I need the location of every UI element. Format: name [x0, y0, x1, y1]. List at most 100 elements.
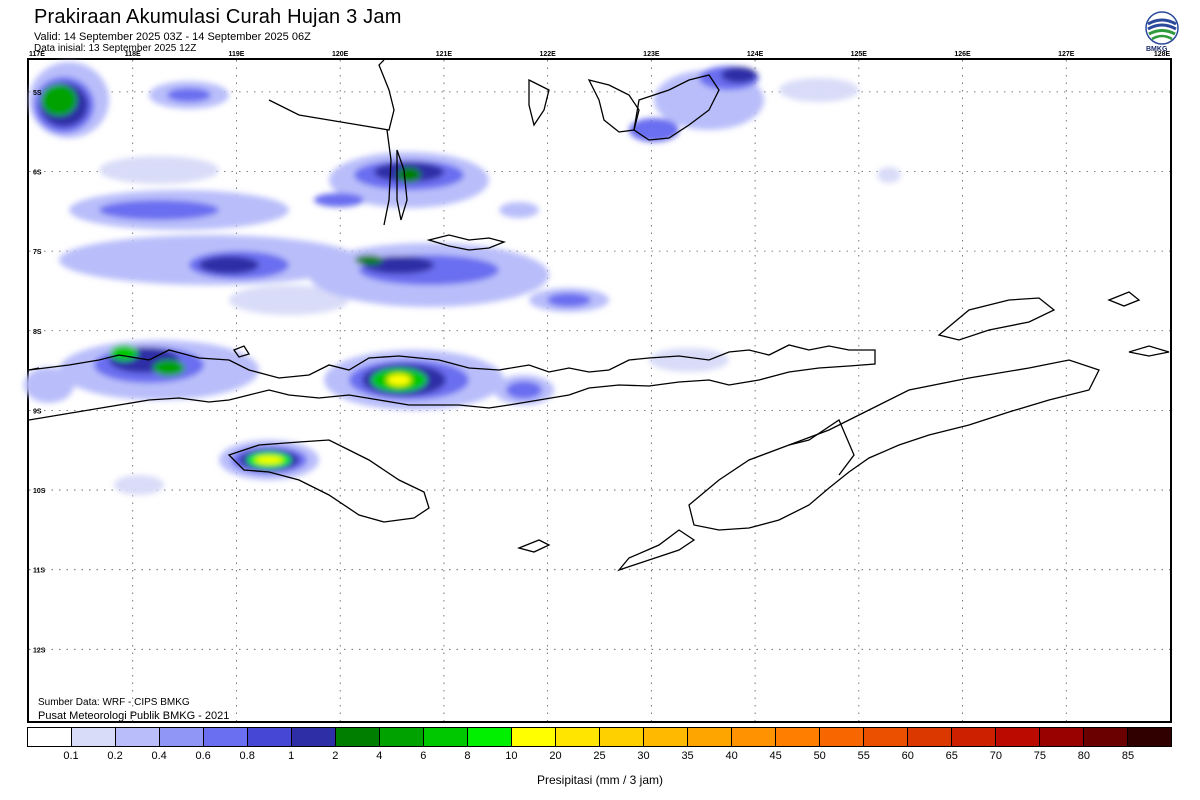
lon-label: 124E: [747, 51, 764, 58]
legend-swatch: [468, 728, 512, 746]
lon-label: 127E: [1058, 51, 1075, 58]
rain-area: [877, 167, 901, 183]
legend-tick-label: 0.8: [239, 750, 255, 762]
legend-swatch: [644, 728, 688, 746]
lon-label: 125E: [851, 51, 868, 58]
legend-swatch: [864, 728, 908, 746]
lat-label: 8S: [33, 329, 42, 336]
lon-label: 128E: [1154, 51, 1171, 58]
coastline-selayar: [396, 149, 408, 221]
legend-tick-label: 1: [288, 750, 295, 762]
lon-label: 121E: [436, 51, 453, 58]
coastline-lombok-sumbawa: [28, 344, 876, 421]
lon-label: 123E: [643, 51, 660, 58]
legend-swatch: [204, 728, 248, 746]
legend-swatch: [160, 728, 204, 746]
lat-label: 12S: [33, 647, 46, 654]
legend-tick-label: 55: [857, 750, 870, 762]
rain-area: [779, 78, 859, 102]
coastline-wetar: [937, 297, 1056, 341]
legend-tick-label: 30: [637, 750, 650, 762]
lon-label: 120E: [332, 51, 349, 58]
lon-label: 122E: [539, 51, 556, 58]
legend-swatch: [1084, 728, 1128, 746]
rain-area: [629, 118, 679, 142]
data-source: Sumber Data: WRF - CIPS BMKG: [38, 697, 190, 708]
logo-text: BMKG: [1146, 46, 1168, 53]
rain-area: [99, 200, 219, 220]
legend-tick-label: 8: [464, 750, 471, 762]
legend-swatch: [908, 728, 952, 746]
lat-label: 5S: [33, 90, 42, 97]
legend-tick-label: 25: [593, 750, 606, 762]
precipitation-map: 117E 118E 119E 120E 121E 122E 123E 124E 125E 126E…: [24, 51, 1170, 721]
coastline-timor: [688, 359, 1100, 531]
legend-tick-label: 0.2: [107, 750, 123, 762]
rain-area: [99, 156, 219, 184]
bmkg-logo-icon: [1145, 11, 1179, 45]
legend-tick-label: 50: [813, 750, 826, 762]
rain-area: [355, 255, 383, 265]
legend-tick-label: 0.6: [195, 750, 211, 762]
legend-swatch: [1040, 728, 1084, 746]
coastline-sumba: [227, 439, 430, 523]
rain-area: [721, 67, 757, 83]
legend-tick-label: 2: [332, 750, 339, 762]
coastline-bali: [28, 367, 40, 371]
legend-swatch: [380, 728, 424, 746]
legend-tick-label: 0.4: [151, 750, 167, 762]
coastline-flores-north: [426, 234, 507, 251]
legend-tick-label: 70: [989, 750, 1002, 762]
rain-area: [229, 285, 349, 315]
legend-swatch: [600, 728, 644, 746]
legend-swatch: [248, 728, 292, 746]
legend-tick-label: 0.1: [63, 750, 79, 762]
lon-label: 119E: [228, 51, 244, 58]
legend-swatch: [688, 728, 732, 746]
rain-area: [499, 202, 539, 218]
rain-area: [649, 348, 729, 372]
legend-swatch: [72, 728, 116, 746]
color-legend: [27, 727, 1172, 747]
legend-tick-label: 10: [505, 750, 518, 762]
rain-area: [199, 256, 259, 274]
rain-area: [255, 456, 283, 464]
rain-area: [387, 374, 411, 386]
legend-swatch: [116, 728, 160, 746]
legend-swatch: [732, 728, 776, 746]
legend-swatch: [424, 728, 468, 746]
credit: Pusat Meteorologi Publik BMKG - 2021: [38, 710, 230, 722]
legend-tick-label: 60: [901, 750, 914, 762]
rain-area: [314, 193, 364, 207]
rain-area: [167, 88, 211, 102]
coastline-island-east: [1107, 291, 1141, 307]
lon-label: 118E: [125, 51, 141, 58]
coastline-islands-ne2: [633, 74, 720, 141]
legend-tick-label: 45: [769, 750, 782, 762]
coastline-buton: [528, 78, 550, 127]
lon-label: 117E: [29, 51, 45, 58]
coastline-savu: [516, 539, 551, 553]
coastline-sumba-small: [232, 345, 251, 358]
legend-swatch: [512, 728, 556, 746]
legend-tick-label: 4: [376, 750, 383, 762]
legend-tick-label: 40: [725, 750, 738, 762]
legend-tick-label: 85: [1121, 750, 1135, 762]
rain-area: [114, 475, 164, 495]
rain-area: [506, 381, 542, 399]
rain-area: [547, 293, 591, 307]
map-frame: 117E 118E 119E 120E 121E 122E 123E 124E 125E 126E…: [24, 51, 1172, 723]
rain-area: [41, 84, 77, 116]
legend-swatch: [336, 728, 380, 746]
rain-overlay: [24, 62, 901, 495]
lat-label: 6S: [33, 169, 42, 176]
page-title: Prakiraan Akumulasi Curah Hujan 3 Jam: [34, 6, 402, 28]
legend-swatch: [556, 728, 600, 746]
coastline-sulawesi: [268, 59, 395, 131]
rain-area: [110, 345, 138, 361]
valid-period: Valid: 14 September 2025 03Z - 14 Septem…: [34, 31, 311, 43]
legend-swatch: [996, 728, 1040, 746]
legend-unit-label: Presipitasi (mm / 3 jam): [536, 773, 664, 787]
legend-tick-labels: 0.1 0.2 0.4 0.6 0.8 1 2 4 6 8 10 20 25 30 35 40 45 50 55 60…: [27, 750, 1172, 764]
lat-label: 7S: [33, 249, 42, 256]
